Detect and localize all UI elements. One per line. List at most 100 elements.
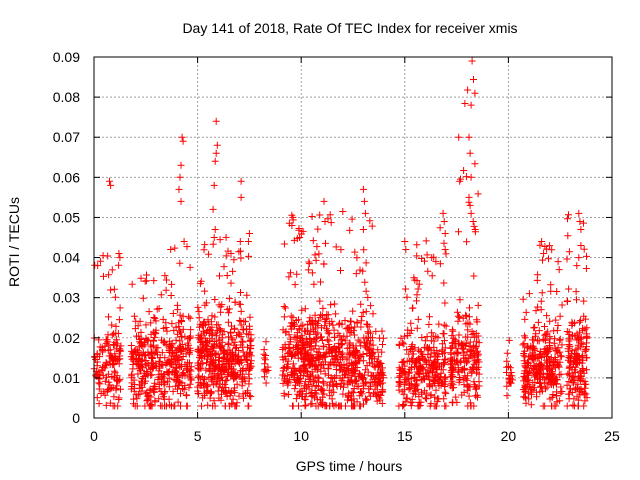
data-point <box>110 330 118 338</box>
data-point <box>475 350 482 358</box>
data-point <box>426 402 434 410</box>
data-point <box>200 346 208 354</box>
data-point <box>558 341 566 349</box>
data-point <box>215 364 223 372</box>
data-point <box>353 364 361 371</box>
data-point <box>332 347 339 355</box>
data-point <box>130 387 138 395</box>
data-point <box>348 359 356 367</box>
data-point <box>237 289 244 296</box>
data-point <box>304 380 312 388</box>
data-point <box>556 397 564 405</box>
data-point <box>148 348 156 356</box>
data-point <box>339 374 347 382</box>
data-point <box>325 341 333 348</box>
data-point <box>175 185 183 193</box>
data-point <box>439 359 447 367</box>
data-point <box>314 373 322 381</box>
data-point <box>424 267 432 275</box>
data-point <box>308 357 316 365</box>
data-point <box>201 241 209 249</box>
data-point <box>407 326 415 334</box>
data-point <box>281 372 289 380</box>
data-point <box>289 360 297 368</box>
y-tick-label: 0.03 <box>53 290 80 306</box>
data-point <box>525 353 533 361</box>
data-point <box>398 388 406 396</box>
data-point <box>413 297 420 305</box>
data-point <box>411 381 419 389</box>
data-point <box>186 263 194 271</box>
data-point <box>169 387 177 395</box>
data-point <box>460 167 468 174</box>
data-point <box>362 308 370 316</box>
data-point <box>220 263 228 271</box>
data-point <box>529 336 536 344</box>
data-point <box>324 365 332 373</box>
data-point <box>147 319 155 327</box>
data-point <box>321 218 329 225</box>
data-point <box>360 197 368 205</box>
data-point <box>194 303 202 311</box>
data-point <box>105 378 113 386</box>
data-point <box>362 287 370 295</box>
data-point <box>405 350 413 358</box>
data-point <box>199 360 207 368</box>
data-point <box>235 248 243 256</box>
data-point <box>237 177 245 185</box>
data-point <box>174 345 182 353</box>
data-point <box>442 390 450 398</box>
data-point <box>551 354 559 361</box>
data-point <box>227 279 235 287</box>
data-point <box>448 326 456 334</box>
data-point <box>233 399 241 407</box>
data-point <box>546 361 553 369</box>
data-point <box>184 339 192 347</box>
data-point <box>308 382 316 390</box>
data-point <box>112 386 120 394</box>
data-point <box>295 316 302 324</box>
data-point <box>139 349 147 357</box>
data-point <box>523 344 531 352</box>
data-point <box>185 349 193 356</box>
data-point <box>339 352 347 360</box>
data-point <box>472 385 480 393</box>
data-point <box>580 245 588 253</box>
y-tick-label: 0.08 <box>53 89 80 105</box>
data-point <box>312 402 320 410</box>
data-point <box>301 350 309 358</box>
data-point <box>564 356 572 364</box>
data-point <box>301 396 309 404</box>
data-point <box>454 348 461 356</box>
data-point <box>264 363 272 371</box>
data-point <box>211 296 219 303</box>
data-point <box>547 365 555 373</box>
data-point <box>355 382 363 390</box>
data-point <box>503 392 511 400</box>
data-point <box>172 360 180 368</box>
data-point <box>143 337 151 345</box>
data-point <box>221 349 229 357</box>
data-point <box>245 402 253 410</box>
data-point <box>566 385 574 393</box>
data-point <box>357 388 365 395</box>
data-point <box>339 390 347 398</box>
data-point <box>229 395 237 403</box>
data-point <box>423 372 430 380</box>
data-point <box>306 343 314 351</box>
data-point <box>435 350 443 358</box>
data-point <box>455 367 463 375</box>
data-point <box>212 117 220 125</box>
data-point <box>179 325 187 333</box>
data-point <box>319 393 327 401</box>
data-point <box>326 402 334 410</box>
data-point <box>201 287 209 295</box>
data-point <box>111 369 119 377</box>
data-point <box>527 342 535 350</box>
data-point <box>247 352 255 360</box>
data-point <box>441 230 449 237</box>
data-point <box>137 274 145 282</box>
data-point <box>200 353 208 361</box>
data-point <box>298 342 306 349</box>
